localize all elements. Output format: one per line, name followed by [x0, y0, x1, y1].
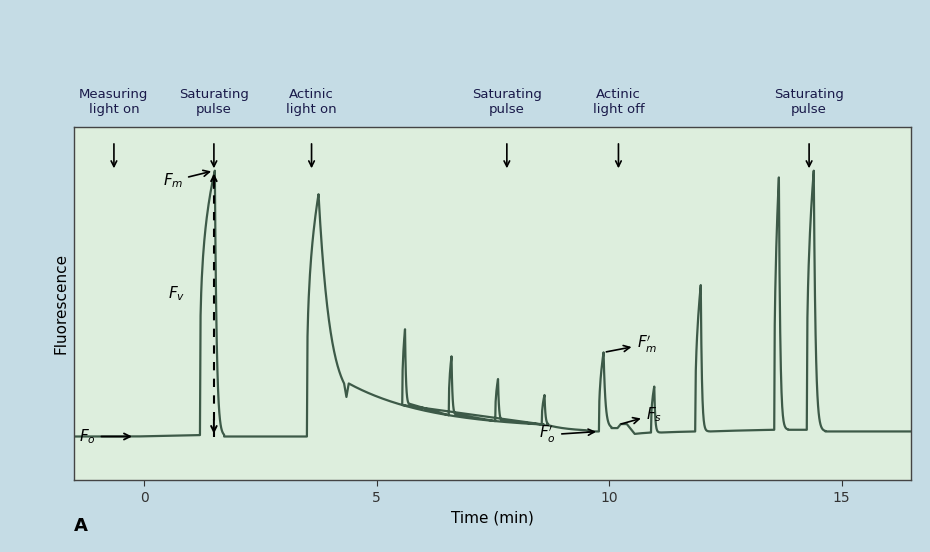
Text: Saturating
pulse: Saturating pulse — [179, 88, 249, 116]
Text: $F_o$: $F_o$ — [79, 427, 130, 446]
Text: $F_m'$: $F_m'$ — [606, 333, 658, 354]
X-axis label: Time (min): Time (min) — [451, 510, 535, 525]
Text: $F_m$: $F_m$ — [163, 171, 209, 190]
Text: $F_v$: $F_v$ — [168, 284, 185, 303]
Text: Saturating
pulse: Saturating pulse — [774, 88, 844, 116]
Text: Measuring
light on: Measuring light on — [79, 88, 149, 116]
Text: Actinic
light on: Actinic light on — [286, 88, 337, 116]
Text: Actinic
light off: Actinic light off — [592, 88, 644, 116]
Y-axis label: Fluorescence: Fluorescence — [54, 253, 69, 354]
Text: $F_o'$: $F_o'$ — [539, 424, 594, 445]
Text: $F_s$: $F_s$ — [621, 405, 662, 424]
Text: Saturating
pulse: Saturating pulse — [472, 88, 542, 116]
Text: A: A — [74, 517, 88, 535]
